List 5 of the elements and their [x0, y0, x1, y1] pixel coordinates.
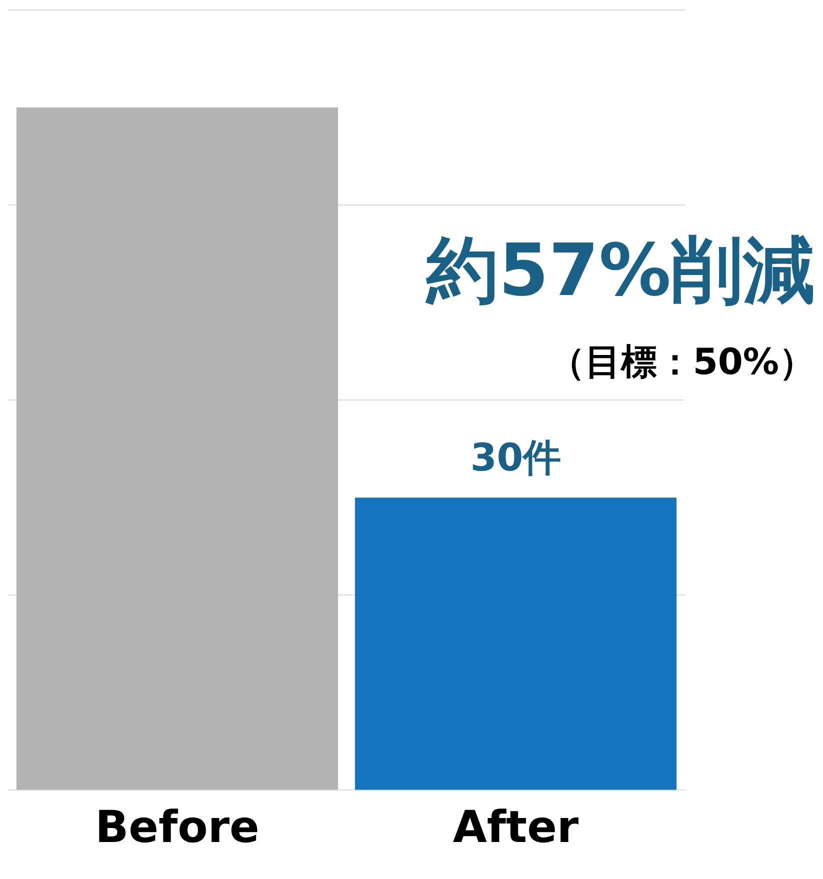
x-tick-label: After [452, 802, 579, 854]
x-tick-label: Before [95, 802, 260, 854]
data-label: 30件 [470, 436, 562, 480]
annotation: （目標：50%） [548, 341, 815, 385]
annotation: 約57%削減 [426, 227, 815, 314]
